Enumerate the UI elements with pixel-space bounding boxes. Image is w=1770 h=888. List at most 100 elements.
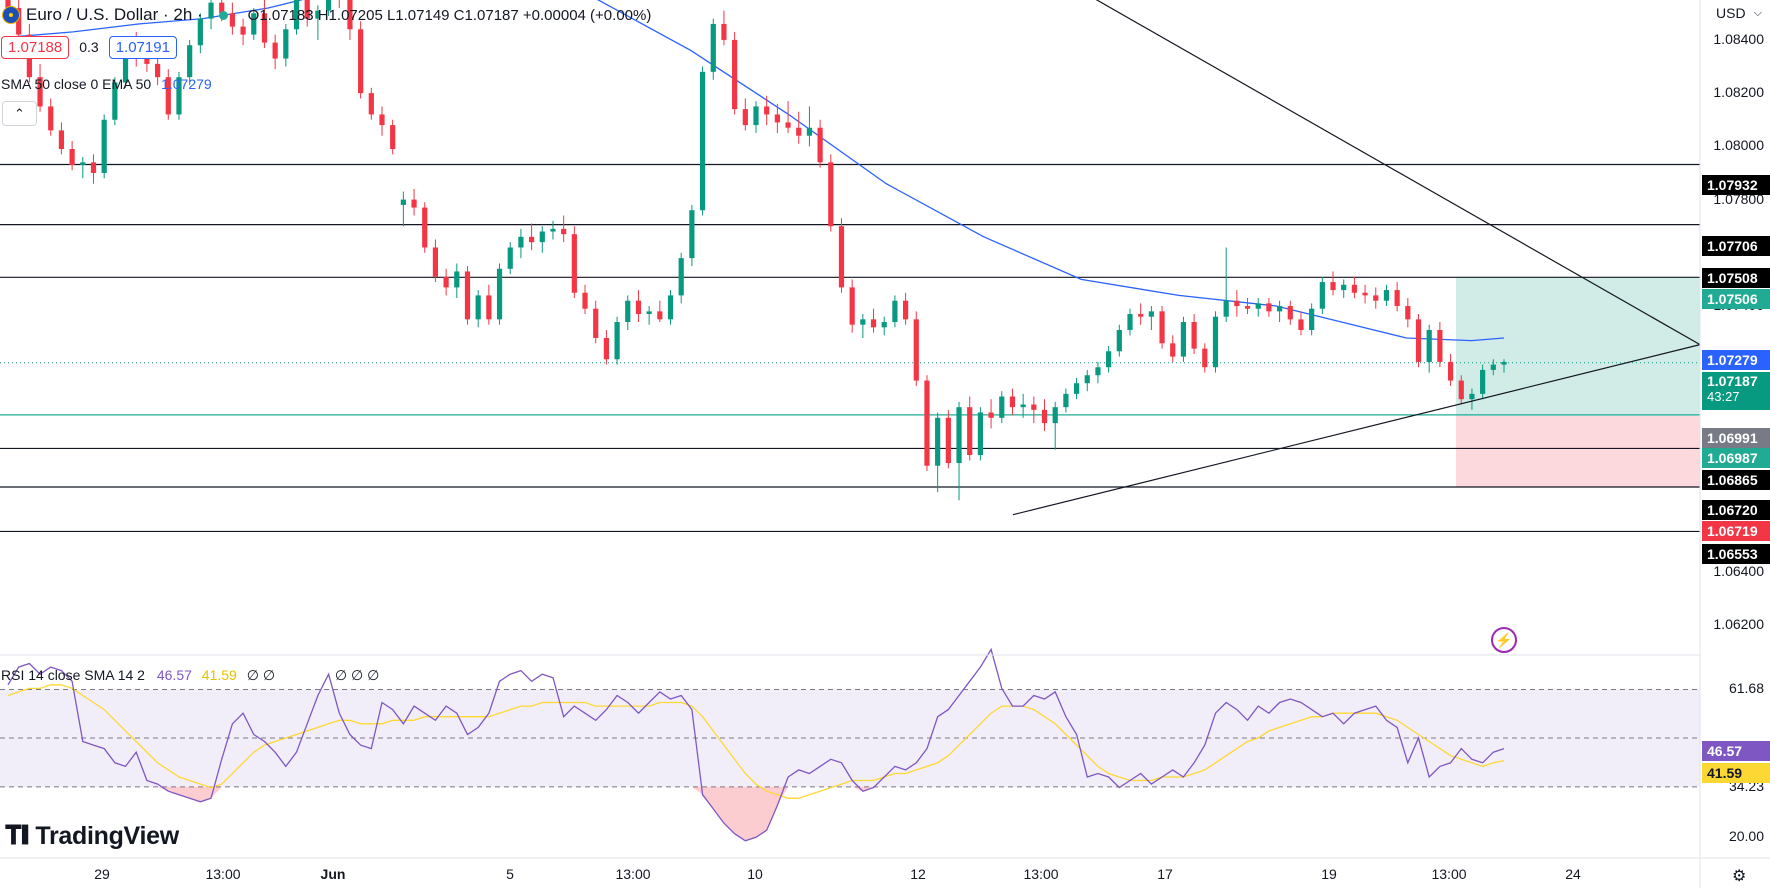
price-tag: 1.06991 xyxy=(1702,428,1770,448)
candle-body xyxy=(999,396,1005,418)
candle-body xyxy=(1202,348,1208,368)
candle-body xyxy=(860,319,866,325)
candle-body xyxy=(635,300,642,315)
candle-body xyxy=(69,149,75,165)
sell-button[interactable]: 1.07188 xyxy=(1,35,70,59)
rsi-indicator-name: RSI 14 close SMA 14 2 xyxy=(1,667,145,683)
candle-body xyxy=(1501,361,1507,365)
tradingview-logo[interactable]: 𝐓❙ TradingView xyxy=(5,820,179,850)
currency-label: USD xyxy=(1716,5,1746,21)
price-axis-tick: 1.08200 xyxy=(1713,84,1764,101)
rsi-indicator-legend[interactable]: RSI 14 close SMA 14 2 46.57 41.59 ∅ ∅ ∅ … xyxy=(1,667,379,684)
candle-body xyxy=(411,199,417,208)
candle-body xyxy=(400,199,406,205)
candle-body xyxy=(1447,361,1454,381)
candle-body xyxy=(614,322,620,360)
time-axis-tick: 13:00 xyxy=(205,866,241,882)
price-axis-tick: 1.08000 xyxy=(1713,137,1764,154)
candle-body xyxy=(571,234,577,293)
candle-countdown: 43:27 xyxy=(1707,389,1740,404)
tradingview-mark-icon: 𝐓❙ xyxy=(5,820,29,850)
candle-body xyxy=(988,412,994,418)
candle-body xyxy=(1148,311,1154,317)
candle-body xyxy=(1106,351,1112,368)
ascending-trendline xyxy=(1012,344,1701,516)
stop-zone xyxy=(1456,415,1700,488)
symbol-title[interactable]: Euro / U.S. Dollar · 2h · xyxy=(26,5,203,24)
time-axis-tick: 24 xyxy=(1565,866,1581,882)
candle-body xyxy=(1009,396,1016,408)
candle-body xyxy=(251,13,257,35)
price-axis-tick: 1.08400 xyxy=(1713,30,1764,47)
candle-body xyxy=(817,127,823,163)
candle-body xyxy=(197,18,203,46)
candle-body xyxy=(1287,306,1293,320)
candle-body xyxy=(358,29,364,94)
candle-body xyxy=(1362,292,1368,296)
lightning-icon[interactable]: ⚡ xyxy=(1491,627,1517,653)
candle-body xyxy=(945,417,951,464)
currency-selector[interactable]: USD ⌵ xyxy=(1716,5,1762,21)
sma-indicator-value: 1.07279 xyxy=(161,76,212,92)
candle-body xyxy=(1330,282,1336,291)
candle-body xyxy=(507,247,513,269)
market-open-indicator-icon xyxy=(218,10,228,20)
candle-body xyxy=(325,0,332,11)
time-axis-tick: 13:00 xyxy=(1431,866,1467,882)
candle-body xyxy=(956,407,962,464)
candle-body xyxy=(539,231,545,243)
time-axis-tick: 13:00 xyxy=(1023,866,1059,882)
price-tag: 1.07932 xyxy=(1702,175,1770,195)
candle-body xyxy=(464,271,471,320)
candle-body xyxy=(1063,393,1069,408)
price-tag: 1.06987 xyxy=(1702,448,1770,468)
rsi-oversold-fill xyxy=(157,786,1131,841)
candle-body xyxy=(165,77,171,115)
candle-body xyxy=(892,300,898,323)
candle-body xyxy=(1426,329,1432,362)
spread-value: 0.3 xyxy=(79,39,99,55)
rsi-ma-line xyxy=(7,684,1505,799)
rsi-extra-legend-2: ∅ ∅ ∅ xyxy=(334,667,380,683)
candle-body xyxy=(967,407,973,456)
candle-body xyxy=(710,23,716,72)
candle-body xyxy=(1244,306,1251,309)
price-tag: 1.06553 xyxy=(1702,544,1770,564)
candle-body xyxy=(1031,404,1037,410)
candle-body xyxy=(518,236,524,248)
candle-body xyxy=(1490,364,1496,370)
candle-body xyxy=(293,0,300,30)
sma-indicator-legend[interactable]: SMA 50 close 0 EMA 50 1.07279 xyxy=(1,76,212,92)
candle-body xyxy=(261,13,268,43)
candle-body xyxy=(5,0,11,8)
candle-body xyxy=(16,7,22,35)
candle-body xyxy=(1319,282,1325,309)
candle-body xyxy=(48,106,54,131)
buy-button[interactable]: 1.07191 xyxy=(108,35,177,59)
ohlc-readout: O1.07183 H1.07205 L1.07149 C1.07187 +0.0… xyxy=(247,6,652,24)
candle-body xyxy=(646,311,652,315)
candle-body xyxy=(603,337,609,360)
candle-body xyxy=(529,236,535,243)
candle-body xyxy=(774,114,780,123)
candle-body xyxy=(903,300,909,320)
descending-trendline xyxy=(1095,0,1701,346)
rsi-value-tag: 46.57 xyxy=(1702,741,1770,761)
candle-body xyxy=(37,77,43,107)
candle-body xyxy=(667,295,674,320)
candle-body xyxy=(379,114,385,126)
candle-body xyxy=(1298,319,1304,330)
eur-usd-flag-icon xyxy=(2,6,20,24)
symbol-header[interactable]: Euro / U.S. Dollar · 2h · O1.07183 H1.07… xyxy=(0,2,651,28)
candle-body xyxy=(582,292,588,309)
candle-body xyxy=(155,63,161,78)
candle-body xyxy=(1351,284,1357,293)
candle-body xyxy=(1234,300,1240,307)
candle-body xyxy=(90,162,97,173)
collapse-legend-button[interactable]: ⌃ xyxy=(2,101,37,126)
price-tag: 1.07508 xyxy=(1702,268,1770,288)
settings-gear-icon[interactable]: ⚙ xyxy=(1732,868,1747,885)
candle-body xyxy=(764,106,770,115)
price-tag: 1.06865 xyxy=(1702,470,1770,490)
